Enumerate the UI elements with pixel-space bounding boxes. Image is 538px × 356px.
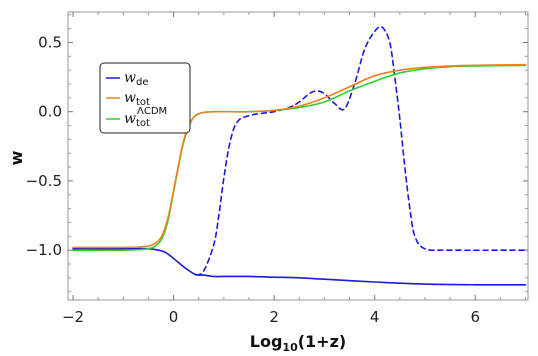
y-tick-label: −1.0	[26, 241, 62, 259]
legend-wlcdm-sub: tot	[136, 118, 150, 129]
y-axis-title: w	[7, 150, 26, 165]
legend-label-wtot: wtot	[124, 90, 150, 108]
y-tick-label: −0.5	[26, 172, 62, 190]
legend-label-wde: wde	[124, 70, 148, 88]
legend-wde-main: w	[124, 70, 136, 86]
legend-wde-sub: de	[136, 77, 149, 88]
x-axis-title-main: Log	[250, 332, 283, 351]
x-axis-title: Log10(1+z)	[250, 332, 346, 354]
tick-labels: −2 0 2 4 6 −1.0 −0.5 0.0 0.5	[26, 33, 480, 326]
plot-frame	[67, 11, 529, 301]
legend-box	[99, 62, 191, 134]
y-tick-label: 0.0	[38, 103, 62, 121]
legend-wtot-sub: tot	[136, 97, 150, 108]
x-axis-title-tail: (1+z)	[298, 332, 346, 351]
series-line-1	[195, 25, 527, 276]
series-line-2	[72, 63, 527, 249]
y-tick-label: 0.5	[38, 33, 62, 51]
x-tick-label: −2	[62, 308, 84, 326]
x-axis-title-sub: 10	[282, 341, 298, 354]
ticks	[68, 12, 528, 300]
x-tick-label: 0	[169, 308, 179, 326]
x-tick-label: 6	[470, 308, 480, 326]
legend-wlcdm-main: w	[124, 111, 136, 127]
legend: wde wtot wtotΛCDM	[99, 62, 191, 134]
legend-wtot-main: w	[124, 90, 136, 106]
legend-wlcdm-sup: ΛCDM	[137, 106, 167, 117]
series-line-0	[72, 247, 527, 286]
x-tick-label: 4	[370, 308, 380, 326]
x-tick-label: 2	[269, 308, 279, 326]
legend-label-wlcdm: wtotΛCDM	[124, 106, 167, 129]
series-lines	[72, 25, 527, 286]
